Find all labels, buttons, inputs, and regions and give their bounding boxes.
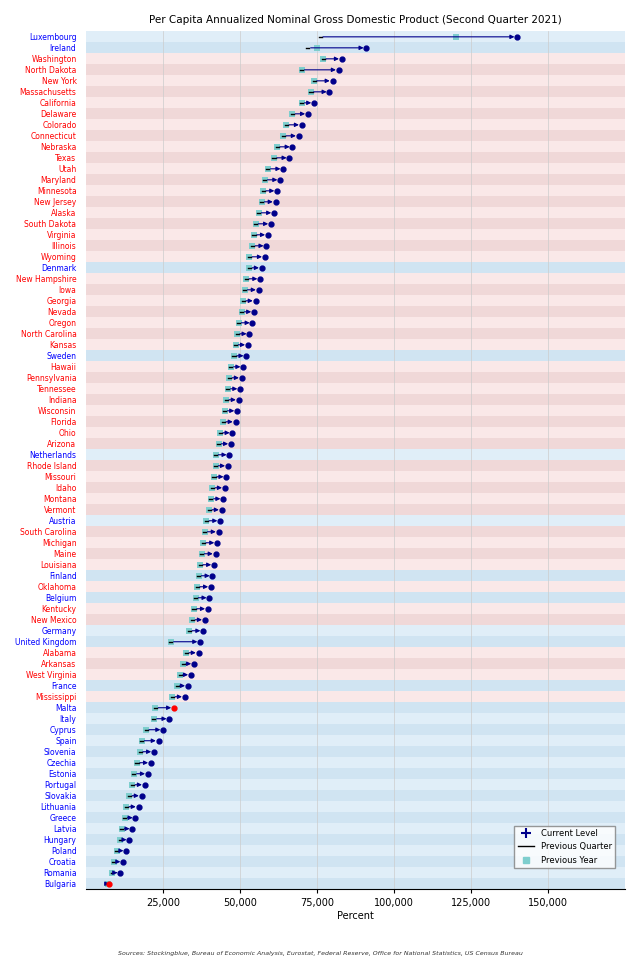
Bar [86, 824, 625, 834]
Bar [86, 196, 625, 207]
Bar [86, 361, 625, 372]
Bar [86, 856, 625, 867]
Bar [86, 54, 625, 64]
Bar [86, 427, 625, 439]
Bar [86, 493, 625, 504]
Bar [86, 768, 625, 780]
Legend: Current Level, Previous Quarter, Previous Year: Current Level, Previous Quarter, Previou… [515, 826, 616, 868]
Bar [86, 339, 625, 350]
Bar [86, 274, 625, 284]
Title: Per Capita Annualized Nominal Gross Domestic Product (Second Quarter 2021): Per Capita Annualized Nominal Gross Dome… [149, 15, 562, 25]
Bar [86, 724, 625, 735]
Bar [86, 560, 625, 570]
Bar [86, 97, 625, 108]
Bar [86, 570, 625, 581]
Bar [86, 131, 625, 141]
Bar [86, 108, 625, 119]
Bar [86, 439, 625, 449]
Bar [86, 592, 625, 603]
Bar [86, 296, 625, 306]
Bar [86, 207, 625, 218]
Bar [86, 252, 625, 262]
Bar [86, 713, 625, 724]
Bar [86, 636, 625, 647]
Bar [86, 284, 625, 296]
Bar [86, 240, 625, 252]
Bar [86, 185, 625, 196]
Bar [86, 32, 625, 42]
Bar [86, 175, 625, 185]
Bar [86, 538, 625, 548]
Bar [86, 625, 625, 636]
Bar [86, 119, 625, 131]
Bar [86, 746, 625, 757]
Bar [86, 669, 625, 681]
Bar [86, 75, 625, 86]
Text: Sources: Stockingblue, Bureau of Economic Analysis, Eurostat, Federal Reserve, O: Sources: Stockingblue, Bureau of Economi… [118, 951, 522, 956]
Bar [86, 460, 625, 471]
Bar [86, 757, 625, 768]
Bar [86, 780, 625, 790]
Bar [86, 383, 625, 395]
Bar [86, 681, 625, 691]
Bar [86, 471, 625, 482]
Bar [86, 42, 625, 54]
Bar [86, 812, 625, 824]
Bar [86, 845, 625, 856]
Bar [86, 405, 625, 417]
Bar [86, 328, 625, 339]
Bar [86, 802, 625, 812]
Bar [86, 64, 625, 75]
Bar [86, 141, 625, 153]
Bar [86, 548, 625, 560]
Bar [86, 306, 625, 318]
Bar [86, 417, 625, 427]
Bar [86, 790, 625, 802]
Bar [86, 318, 625, 328]
Bar [86, 581, 625, 592]
Bar [86, 229, 625, 240]
Bar [86, 504, 625, 516]
Bar [86, 735, 625, 746]
Bar [86, 163, 625, 175]
Bar [86, 702, 625, 713]
Bar [86, 834, 625, 845]
Bar [86, 218, 625, 229]
Bar [86, 516, 625, 526]
Bar [86, 659, 625, 669]
Bar [86, 878, 625, 889]
Bar [86, 86, 625, 97]
Bar [86, 647, 625, 659]
Bar [86, 395, 625, 405]
Bar [86, 603, 625, 614]
Bar [86, 350, 625, 361]
Bar [86, 449, 625, 460]
Bar [86, 262, 625, 274]
Bar [86, 526, 625, 538]
Bar [86, 691, 625, 702]
Bar [86, 614, 625, 625]
Bar [86, 482, 625, 493]
Bar [86, 867, 625, 878]
X-axis label: Percent: Percent [337, 911, 374, 921]
Bar [86, 153, 625, 163]
Bar [86, 372, 625, 383]
